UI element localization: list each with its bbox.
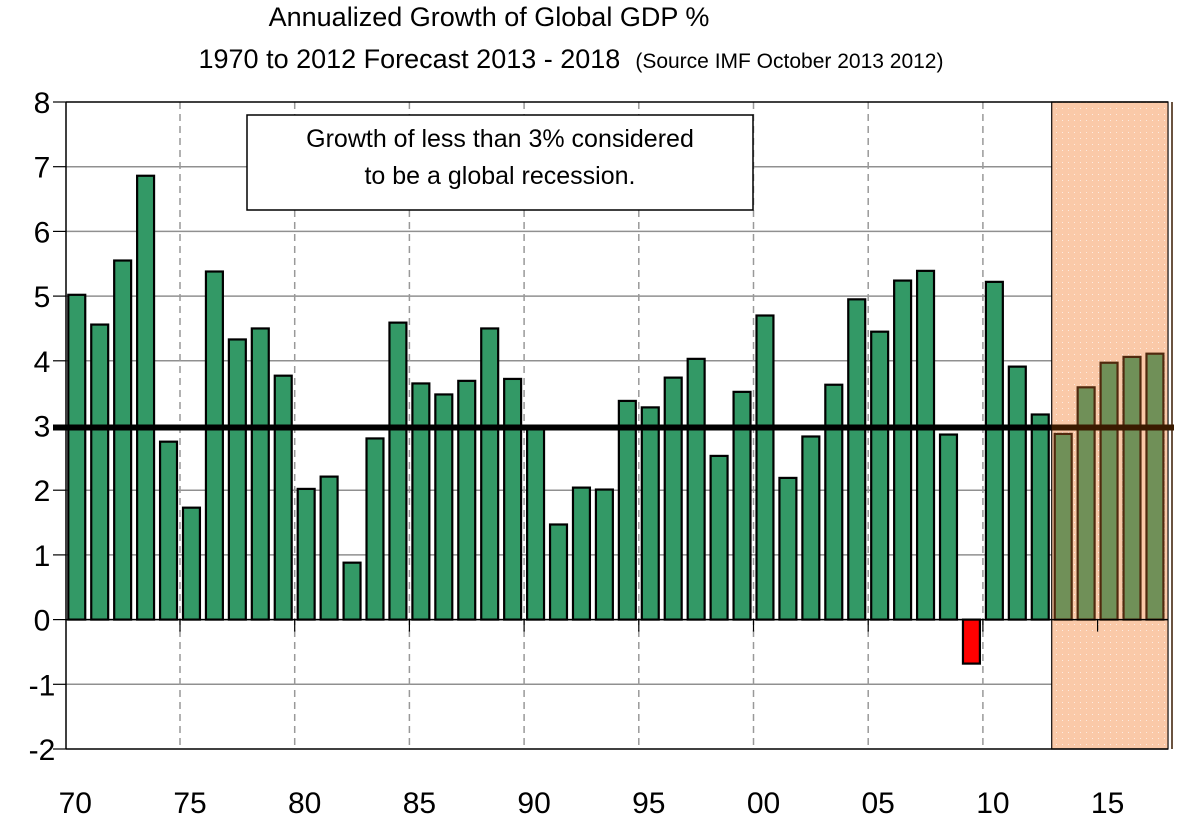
bar-1993 (594, 488, 614, 621)
x-tick-label: 10 (976, 787, 1009, 820)
x-tick-label: 05 (862, 787, 895, 820)
bar-2004 (847, 298, 867, 621)
y-tick-label: 8 (34, 87, 51, 120)
bar-1974 (158, 440, 179, 621)
bar-1987 (457, 379, 477, 621)
x-tick-label: 15 (1091, 787, 1124, 820)
bar-2012 (1030, 413, 1050, 621)
bar-1975 (181, 506, 202, 621)
bar-1983 (365, 437, 385, 621)
y-tick-label: 0 (34, 605, 51, 638)
bar-2001 (778, 476, 798, 621)
bar-2006 (893, 279, 913, 621)
annotation-line-1: Growth of less than 3% considered (306, 125, 694, 153)
bar-1990 (525, 428, 546, 621)
bar-1982 (342, 561, 362, 621)
bar-2003 (824, 383, 844, 621)
y-tick-label: 4 (34, 346, 51, 379)
x-tick-label: 75 (173, 787, 206, 820)
bar-1981 (319, 475, 339, 621)
bar-1977 (227, 338, 247, 621)
bar-1976 (204, 270, 224, 621)
bar-2010 (984, 280, 1004, 621)
bar-1995 (640, 406, 660, 621)
bar-1978 (250, 327, 270, 621)
bar-2007 (915, 269, 936, 621)
y-tick-label: -2 (29, 734, 56, 767)
bar-1970 (67, 293, 87, 621)
bar-1971 (90, 323, 110, 621)
annotation-border (246, 114, 754, 211)
bar-2002 (801, 435, 821, 621)
y-tick-label: -1 (29, 669, 56, 702)
bar-1973 (136, 174, 156, 621)
bar-1998 (709, 454, 729, 621)
bar-1985 (411, 382, 431, 621)
bar-1989 (503, 377, 523, 621)
y-tick-label: 6 (34, 216, 51, 249)
bar-1994 (617, 399, 637, 621)
bar-1980 (296, 487, 316, 621)
y-tick-label: 5 (34, 281, 51, 314)
x-tick-label: 85 (403, 787, 436, 820)
x-tick-label: 00 (747, 787, 780, 820)
y-tick-label: 2 (34, 475, 51, 508)
bar-1972 (113, 259, 133, 621)
x-tick-label: 95 (632, 787, 665, 820)
bar-1984 (388, 321, 408, 621)
bar-2005 (870, 330, 890, 621)
chart-title: Annualized Growth of Global GDP % (268, 2, 710, 32)
bar-1996 (663, 376, 683, 621)
bar-2008 (938, 433, 959, 621)
y-tick-label: 7 (34, 152, 51, 185)
bar-2009 (961, 618, 982, 665)
bar-1997 (686, 357, 706, 621)
source-note: (Source IMF October 2013 2012) (635, 50, 944, 73)
subtitle-text: 1970 to 2012 Forecast 2013 - 2018 (198, 44, 621, 74)
bar-2000 (755, 314, 775, 621)
annotation-box: Growth of less than 3% considered to be … (246, 114, 754, 211)
chart-subtitle: 1970 to 2012 Forecast 2013 - 2018 (Sourc… (0, 44, 1160, 75)
y-tick-label: 1 (34, 540, 51, 573)
y-tick-label: 3 (34, 411, 51, 444)
x-tick-label: 80 (288, 787, 321, 820)
annotation-line-2: to be a global recession. (364, 162, 635, 190)
bar-1988 (480, 327, 500, 621)
bar-1979 (273, 374, 293, 621)
bar-1991 (548, 523, 569, 621)
bar-1992 (571, 486, 592, 621)
x-tick-label: 90 (517, 787, 550, 820)
x-tick-label: 70 (59, 787, 92, 820)
bar-2011 (1007, 365, 1027, 621)
